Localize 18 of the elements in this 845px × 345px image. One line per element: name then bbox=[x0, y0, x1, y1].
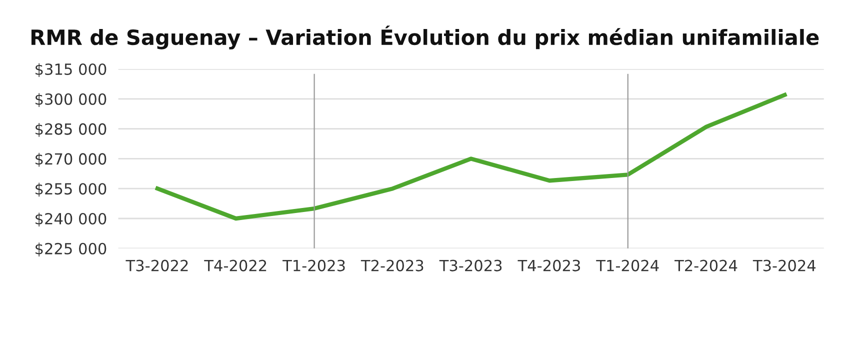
x-tick-label: T3-2024 bbox=[752, 260, 816, 272]
x-tick-label: T4-2023 bbox=[518, 260, 580, 272]
x-tick-label: T2-2024 bbox=[674, 260, 738, 272]
x-tick-label: T2-2023 bbox=[360, 260, 424, 272]
line-series bbox=[155, 92, 787, 221]
x-tick-label: T4-2022 bbox=[204, 260, 266, 272]
y-tick-label: $255 000 bbox=[36, 182, 106, 197]
x-tick-label: T1-2023 bbox=[282, 260, 345, 272]
y-tick-label: $225 000 bbox=[36, 242, 106, 256]
y-tick-label: $270 000 bbox=[36, 152, 106, 167]
y-tick-label: $315 000 bbox=[36, 63, 106, 78]
x-tick-label: T3-2022 bbox=[126, 260, 188, 272]
y-tick-label: $240 000 bbox=[36, 212, 106, 227]
x-tick-label: T1-2024 bbox=[596, 260, 659, 272]
y-tick-label: $300 000 bbox=[36, 93, 106, 107]
x-tick-label: T3-2023 bbox=[439, 260, 502, 272]
y-tick-label: $285 000 bbox=[36, 122, 106, 137]
chart-title: RMR de Saguenay – Variation Évolution du prix médian unifamiliale bbox=[31, 26, 819, 50]
